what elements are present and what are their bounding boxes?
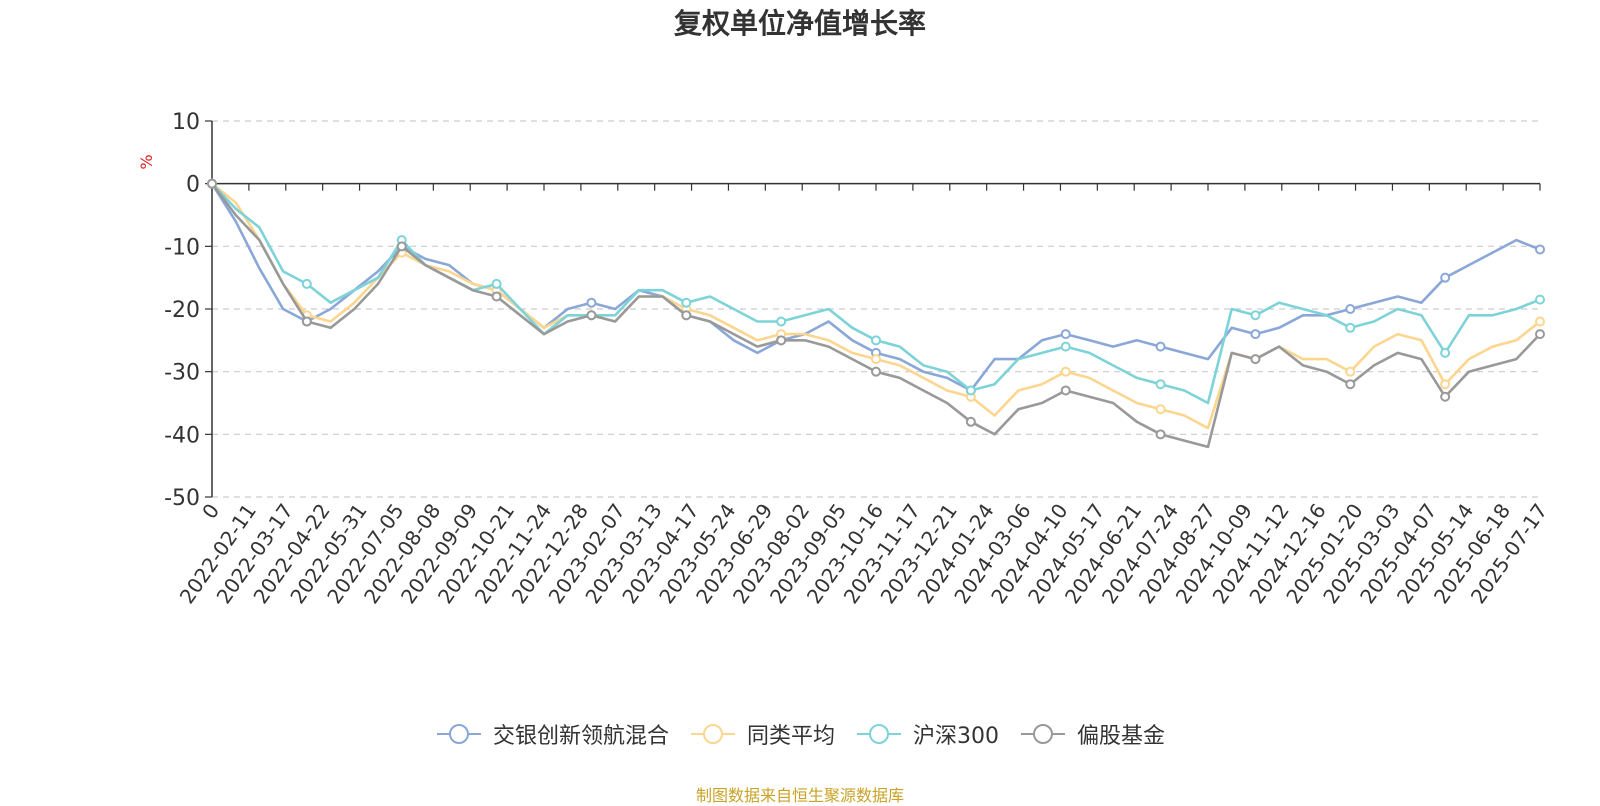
legend-label-csi300: 沪深300 [913,724,999,749]
series-point-2 [1060,341,1071,352]
series-point-3 [1250,354,1261,365]
series-point-0 [1060,329,1071,340]
series-point-2 [681,297,692,308]
series-point-2 [776,316,787,327]
series-point-0 [586,297,597,308]
series-point-3 [491,291,502,302]
series-point-2 [1440,347,1451,358]
series-point-0 [1155,341,1166,352]
series-point-3 [776,335,787,346]
series-point-2 [1535,294,1545,305]
series-point-2 [1155,379,1166,390]
y-tick-label: -20 [164,298,200,323]
y-tick-label: -10 [164,235,200,260]
legend-label-equity-fund: 偏股基金 [1077,724,1166,749]
series-point-3 [1440,391,1451,402]
series-point-2 [491,278,502,289]
source-note: 制图数据来自恒生聚源数据库 [695,786,904,805]
series-point-2 [301,278,312,289]
series-point-1 [1535,316,1545,327]
series-point-0 [1440,272,1451,283]
series-point-2 [965,385,976,396]
series-point-3 [301,316,312,327]
y-tick-label: 10 [172,110,200,135]
series-layer [207,178,1545,449]
chart-title: 复权单位净值增长率 [673,7,926,40]
legend: 交银创新领航混合 同类平均 沪深300 偏股基金 [0,718,1600,750]
legend-label-fund: 交银创新领航混合 [492,724,669,749]
y-tick-label: -40 [164,423,200,448]
y-axis-unit-label: % [137,154,156,169]
series-point-3 [1060,385,1071,396]
series-line-3 [210,182,1541,449]
series-point-0 [1250,329,1261,340]
series-point-1 [1155,404,1166,415]
series-point-3 [871,366,881,377]
x-tick-label: 0 [197,499,224,523]
legend-item-csi300[interactable]: 沪深300 [855,718,999,750]
series-point-3 [396,241,407,252]
legend-marker-peer-average [690,724,735,744]
series-point-0 [1535,244,1545,255]
y-tick-label: -30 [164,361,200,386]
series-point-3 [681,310,692,321]
series-point-2 [1345,322,1356,333]
legend-marker-fund [436,724,481,744]
y-tick-label: -50 [164,486,200,511]
series-point-3 [1535,329,1545,340]
series-point-1 [1345,366,1356,377]
series-line-1 [211,182,1541,430]
series-point-1 [871,354,881,365]
legend-item-peer-average[interactable]: 同类平均 [689,718,835,750]
series-point-1 [1060,366,1071,377]
series-point-0 [1345,304,1356,314]
y-tick-label: 0 [186,173,200,198]
series-point-2 [871,335,881,346]
grid-layer [212,120,1540,498]
series-point-2 [1250,310,1261,321]
series-point-3 [1345,379,1356,390]
series-point-3 [586,310,597,321]
series-point-3 [207,178,217,189]
legend-marker-csi300 [857,724,901,744]
series-point-3 [965,416,976,427]
legend-marker-equity-fund [1021,724,1065,744]
series-point-1 [1440,379,1451,390]
legend-item-fund[interactable]: 交银创新领航混合 [435,718,669,750]
label-layer: -50-40-30-20-10010%02022-02-112022-03-17… [137,110,1552,608]
legend-item-equity-fund[interactable]: 偏股基金 [1019,718,1165,750]
legend-label-peer-average: 同类平均 [746,724,835,749]
series-point-3 [1155,429,1166,440]
